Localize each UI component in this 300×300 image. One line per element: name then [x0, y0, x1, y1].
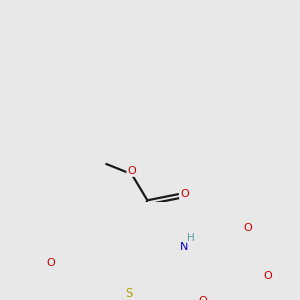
Text: H: H	[187, 232, 195, 242]
Text: O: O	[198, 296, 207, 300]
Text: N: N	[180, 242, 188, 252]
Text: O: O	[127, 166, 136, 176]
Text: O: O	[243, 223, 252, 232]
Text: S: S	[125, 287, 132, 300]
Text: O: O	[180, 189, 189, 199]
Text: O: O	[263, 271, 272, 281]
Text: O: O	[46, 258, 56, 268]
